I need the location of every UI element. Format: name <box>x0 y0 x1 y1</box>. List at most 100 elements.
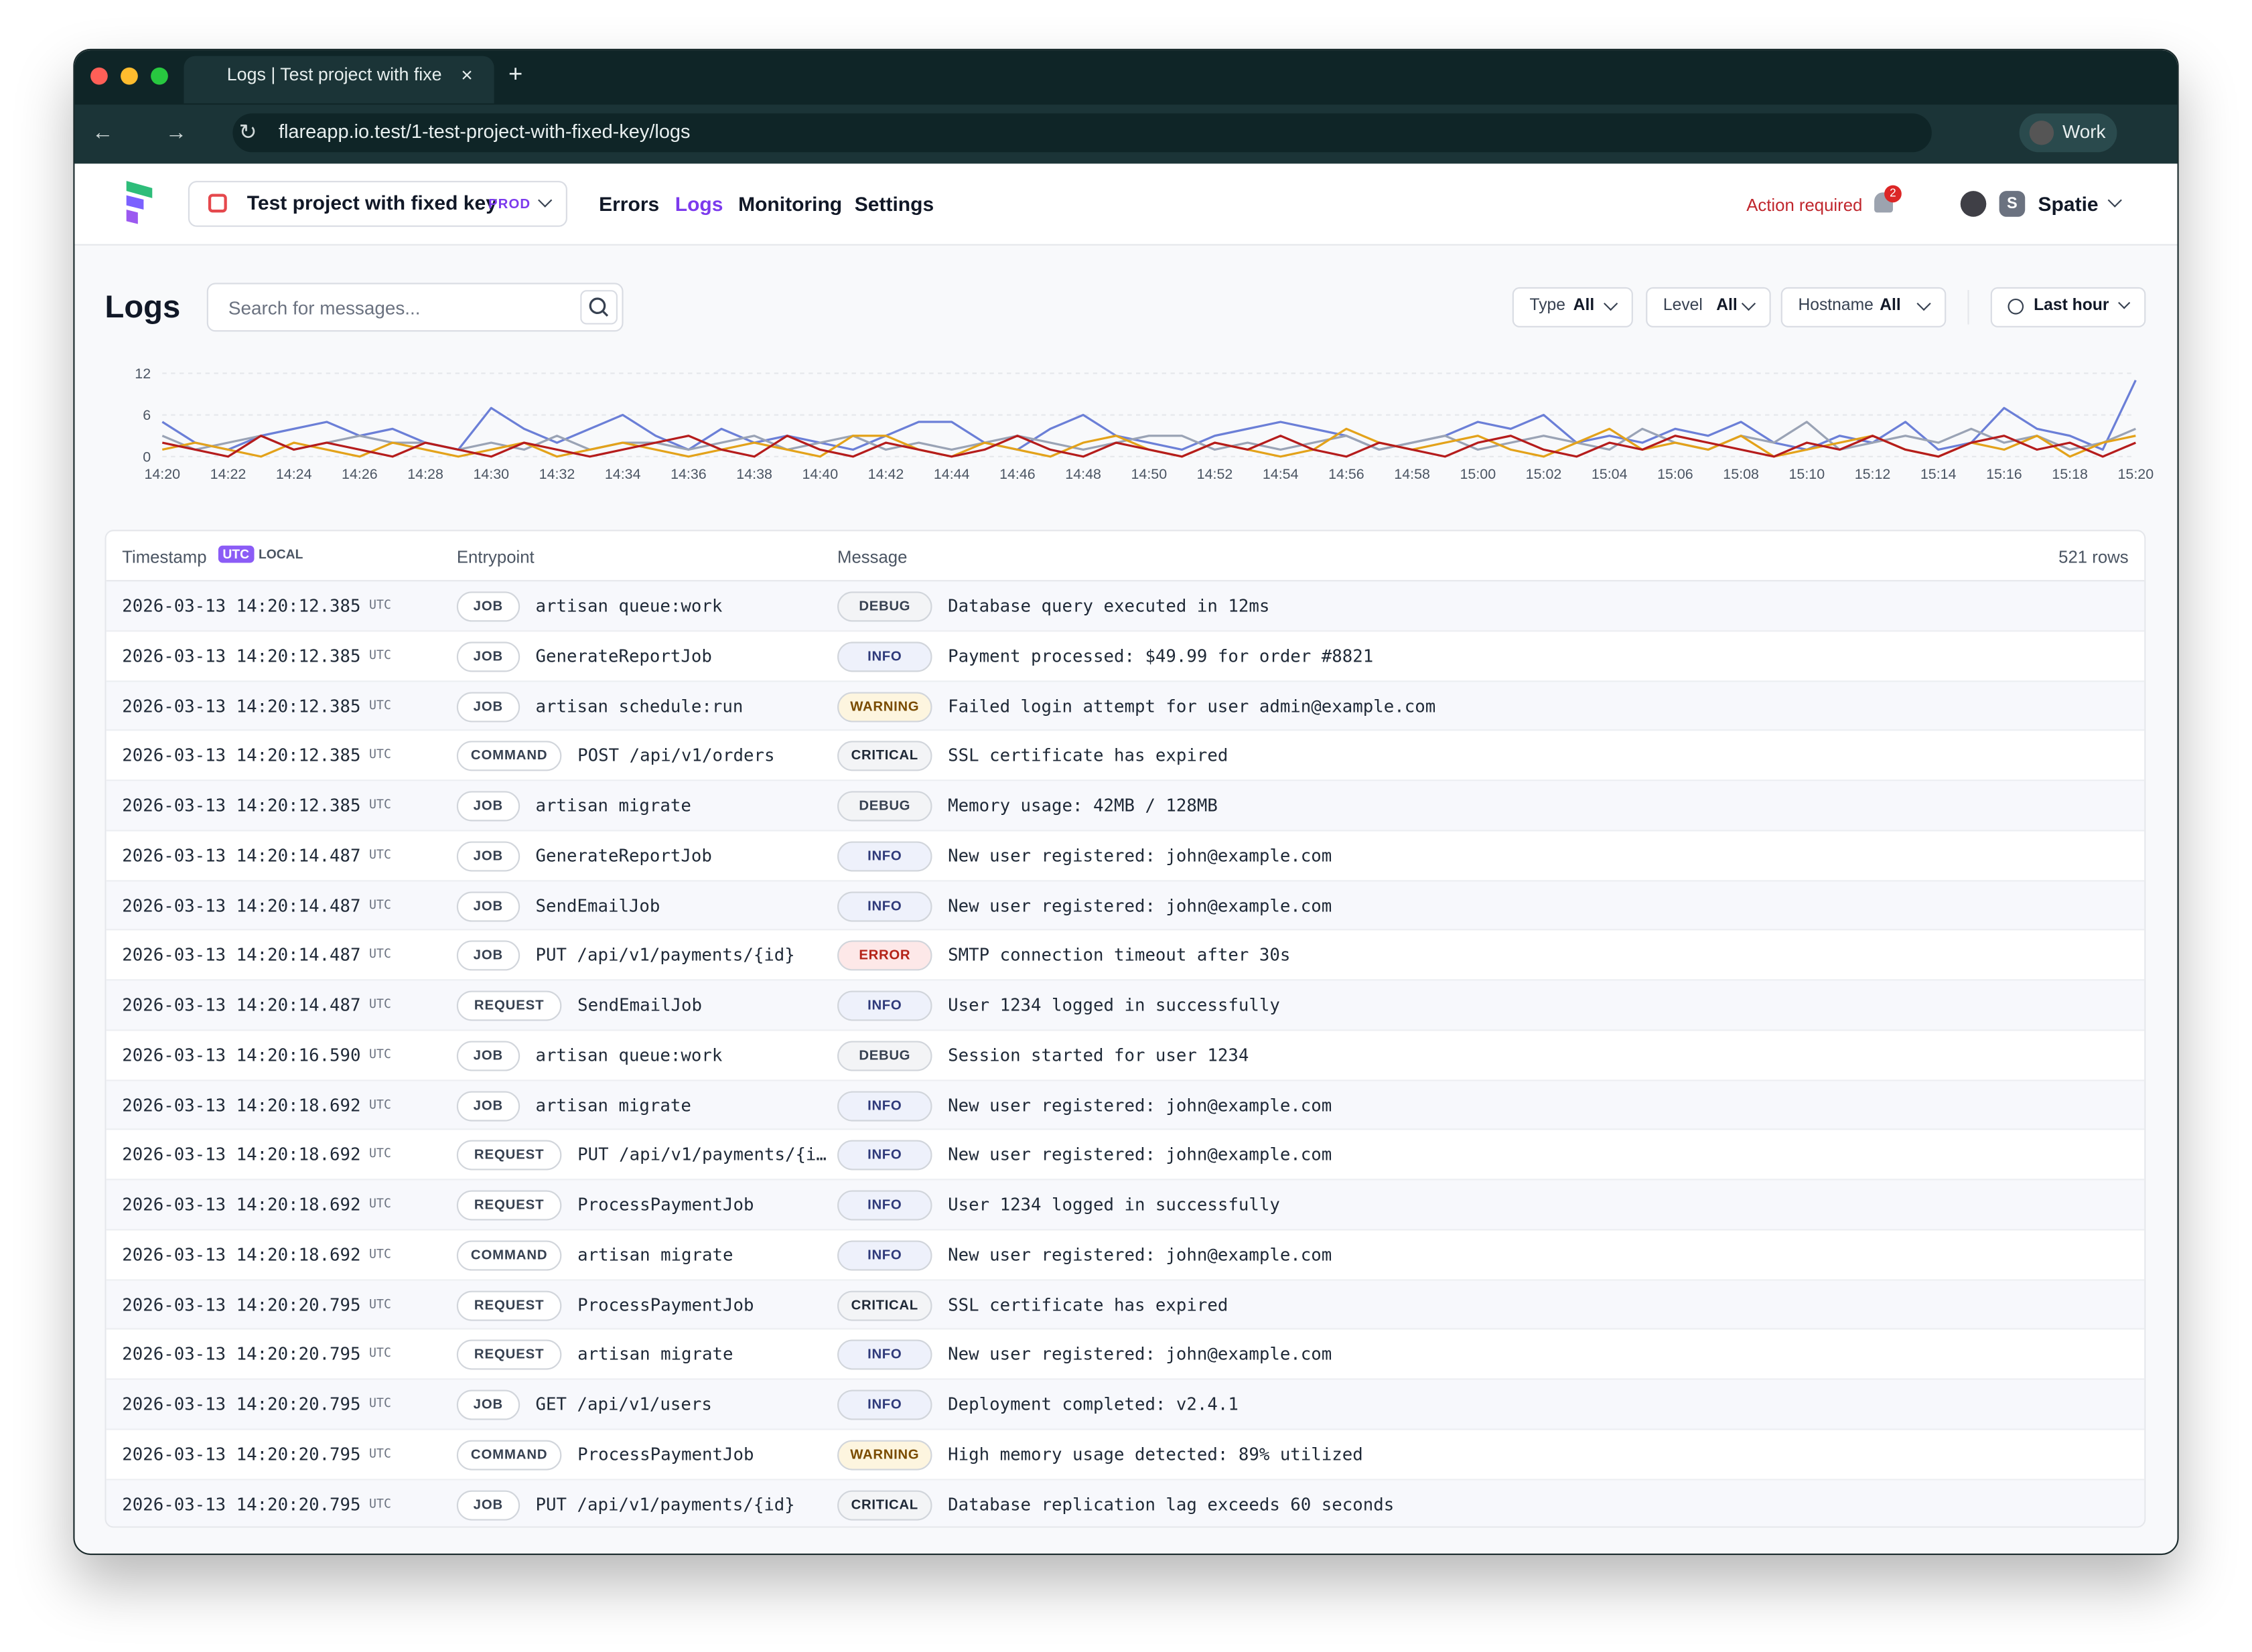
level-badge: INFO <box>837 841 932 871</box>
log-row[interactable]: 2026-03-13 14:20:18.692UTCJOBartisan mig… <box>107 1080 2146 1130</box>
y-tick-label: 12 <box>135 366 151 382</box>
message: User 1234 logged in successfully <box>948 1195 1280 1215</box>
log-row[interactable]: 2026-03-13 14:20:14.487UTCJOBSendEmailJo… <box>107 881 2146 931</box>
search-button[interactable] <box>581 291 617 323</box>
divider <box>1967 290 1969 324</box>
timezone: UTC <box>369 1497 391 1511</box>
url[interactable]: flareapp.io.test/1-test-project-with-fix… <box>279 121 691 142</box>
notification-badge: 2 <box>1884 185 1902 203</box>
log-row[interactable]: 2026-03-13 14:20:14.487UTCJOBPUT /api/v1… <box>107 931 2146 981</box>
log-row[interactable]: 2026-03-13 14:20:12.385UTCJOBGenerateRep… <box>107 631 2146 682</box>
nav-link[interactable]: Monitoring <box>738 192 842 215</box>
log-row[interactable]: 2026-03-13 14:20:20.795UTCJOBPUT /api/v1… <box>107 1480 2146 1528</box>
row-count: 521 rows <box>2058 547 2128 567</box>
local-toggle[interactable]: LOCAL <box>259 547 303 561</box>
level-badge: DEBUG <box>837 791 932 821</box>
timestamp: 2026-03-13 14:20:14.487 <box>122 895 360 915</box>
timestamp: 2026-03-13 14:20:14.487 <box>122 845 360 865</box>
timezone: UTC <box>369 898 391 912</box>
tab-close[interactable]: × <box>461 63 473 86</box>
level-badge: INFO <box>837 1340 932 1370</box>
entrypoint-type: COMMAND <box>457 1240 562 1270</box>
message: SMTP connection timeout after 30s <box>948 945 1290 965</box>
close-dot[interactable] <box>90 68 108 85</box>
project-name[interactable]: Test project with fixed key <box>247 191 497 214</box>
message: New user registered: john@example.com <box>948 895 1332 915</box>
logo-part <box>127 196 144 210</box>
entrypoint-type: JOB <box>457 642 520 672</box>
log-row[interactable]: 2026-03-13 14:20:12.385UTCJOBartisan mig… <box>107 781 2146 831</box>
log-row[interactable]: 2026-03-13 14:20:20.795UTCREQUESTProcess… <box>107 1280 2146 1330</box>
timestamp: 2026-03-13 14:20:16.590 <box>122 1045 360 1065</box>
log-row[interactable]: 2026-03-13 14:20:18.692UTCREQUESTProcess… <box>107 1180 2146 1230</box>
y-tick-label: 0 <box>143 449 151 465</box>
timestamp: 2026-03-13 14:20:12.385 <box>122 696 360 716</box>
profile-name[interactable]: Work <box>2062 121 2106 142</box>
log-row[interactable]: 2026-03-13 14:20:12.385UTCJOBartisan que… <box>107 581 2146 631</box>
user-avatar[interactable] <box>1961 191 1987 217</box>
entrypoint: ProcessPaymentJob <box>577 1294 754 1315</box>
x-tick-label: 15:08 <box>1723 466 1759 482</box>
logo-part <box>127 181 153 198</box>
level-badge: CRITICAL <box>837 741 932 771</box>
x-tick-label: 14:56 <box>1328 466 1364 482</box>
entrypoint-type: COMMAND <box>457 741 562 771</box>
minimize-dot[interactable] <box>121 68 138 85</box>
x-tick-label: 14:46 <box>999 466 1036 482</box>
log-row[interactable]: 2026-03-13 14:20:14.487UTCREQUESTSendEma… <box>107 980 2146 1031</box>
new-tab-button[interactable]: + <box>508 60 522 89</box>
entrypoint-type: JOB <box>457 1041 520 1071</box>
nav-link[interactable]: Errors <box>599 192 659 215</box>
log-row[interactable]: 2026-03-13 14:20:20.795UTCCOMMANDProcess… <box>107 1430 2146 1480</box>
entrypoint: artisan queue:work <box>536 596 723 616</box>
timestamp: 2026-03-13 14:20:12.385 <box>122 596 360 616</box>
team-name[interactable]: Spatie <box>2038 192 2099 215</box>
message: Memory usage: 42MB / 128MB <box>948 796 1218 816</box>
x-tick-label: 15:00 <box>1460 466 1496 482</box>
column-header: Entrypoint <box>457 547 535 567</box>
nav-buttons[interactable]: ← → ↻ <box>92 119 280 145</box>
chevron-icon <box>1742 297 1756 311</box>
action-required[interactable]: Action required <box>1746 196 1862 216</box>
message: SSL certificate has expired <box>948 745 1228 765</box>
entrypoint-type: JOB <box>457 1390 520 1420</box>
utc-toggle[interactable]: UTC <box>218 546 254 563</box>
log-row[interactable]: 2026-03-13 14:20:12.385UTCJOBartisan sch… <box>107 681 2146 731</box>
log-row[interactable]: 2026-03-13 14:20:16.590UTCJOBartisan que… <box>107 1031 2146 1081</box>
level-badge: DEBUG <box>837 591 932 621</box>
profile-avatar[interactable] <box>2030 121 2054 145</box>
timezone: UTC <box>369 848 391 862</box>
log-row[interactable]: 2026-03-13 14:20:20.795UTCJOBGET /api/v1… <box>107 1380 2146 1430</box>
search-icon[interactable] <box>580 290 618 324</box>
level-badge: DEBUG <box>837 1041 932 1071</box>
timezone: UTC <box>369 998 391 1012</box>
log-row[interactable]: 2026-03-13 14:20:20.795UTCREQUESTartisan… <box>107 1330 2146 1380</box>
level-badge: WARNING <box>837 1440 932 1470</box>
x-tick-label: 15:18 <box>2052 466 2088 482</box>
timestamp: 2026-03-13 14:20:18.692 <box>122 1195 360 1215</box>
timestamp: 2026-03-13 14:20:20.795 <box>122 1444 360 1464</box>
filter-button[interactable]: TypeAll <box>1512 287 1633 327</box>
filter-value: All <box>1716 297 1738 315</box>
log-row[interactable]: 2026-03-13 14:20:18.692UTCREQUESTPUT /ap… <box>107 1130 2146 1181</box>
timezone: UTC <box>369 1248 391 1262</box>
nav-link[interactable]: Settings <box>855 192 934 215</box>
log-row[interactable]: 2026-03-13 14:20:12.385UTCCOMMANDPOST /a… <box>107 731 2146 781</box>
nav-link[interactable]: Logs <box>675 192 723 215</box>
x-tick-label: 14:48 <box>1065 466 1101 482</box>
time-range-button[interactable]: Last hour <box>1991 287 2146 327</box>
chevron-icon <box>1916 297 1930 311</box>
filter-button[interactable]: HostnameAll <box>1781 287 1947 327</box>
x-tick-label: 14:42 <box>868 466 904 482</box>
log-row[interactable]: 2026-03-13 14:20:18.692UTCCOMMANDartisan… <box>107 1230 2146 1280</box>
timezone: UTC <box>369 698 391 712</box>
entrypoint-type: JOB <box>457 591 520 621</box>
timezone: UTC <box>369 798 391 812</box>
entrypoint-type: COMMAND <box>457 1440 562 1470</box>
log-row[interactable]: 2026-03-13 14:20:14.487UTCJOBGenerateRep… <box>107 831 2146 881</box>
maximize-dot[interactable] <box>151 68 168 85</box>
entrypoint-type: JOB <box>457 841 520 871</box>
level-badge: ERROR <box>837 941 932 971</box>
filter-button[interactable]: LevelAll <box>1646 287 1771 327</box>
